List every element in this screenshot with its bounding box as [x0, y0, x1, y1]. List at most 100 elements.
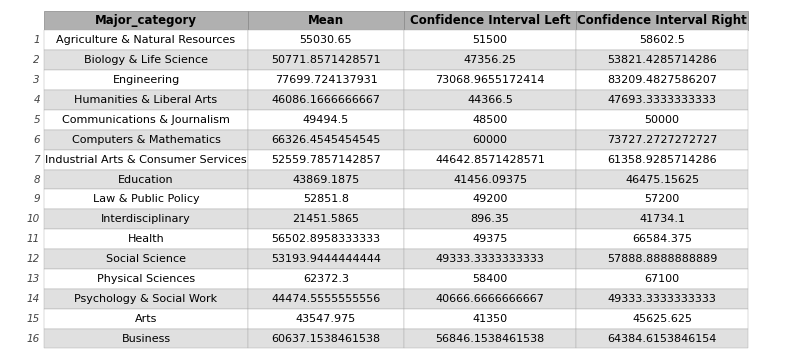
Text: 43547.975: 43547.975 — [296, 314, 356, 323]
FancyBboxPatch shape — [576, 70, 748, 90]
Text: 41456.09375: 41456.09375 — [453, 175, 527, 184]
Text: 3: 3 — [34, 75, 40, 85]
Text: Communications & Journalism: Communications & Journalism — [62, 115, 230, 125]
FancyBboxPatch shape — [44, 130, 248, 150]
FancyBboxPatch shape — [404, 229, 576, 249]
FancyBboxPatch shape — [248, 30, 404, 50]
Text: 10: 10 — [26, 214, 40, 224]
Text: 53193.9444444444: 53193.9444444444 — [271, 254, 381, 264]
Text: 53821.4285714286: 53821.4285714286 — [607, 55, 717, 65]
Text: 73727.2727272727: 73727.2727272727 — [607, 135, 717, 145]
Text: 48500: 48500 — [472, 115, 508, 125]
Text: 49494.5: 49494.5 — [303, 115, 349, 125]
FancyBboxPatch shape — [44, 70, 248, 90]
Text: 58400: 58400 — [472, 274, 508, 284]
Text: Health: Health — [128, 234, 164, 244]
FancyBboxPatch shape — [44, 30, 248, 50]
FancyBboxPatch shape — [576, 30, 748, 50]
FancyBboxPatch shape — [44, 249, 248, 269]
Text: 51500: 51500 — [473, 36, 507, 45]
Text: 40666.6666666667: 40666.6666666667 — [435, 294, 545, 304]
Text: 60000: 60000 — [473, 135, 507, 145]
FancyBboxPatch shape — [576, 11, 748, 30]
Text: 58602.5: 58602.5 — [639, 36, 685, 45]
Text: 49375: 49375 — [472, 234, 508, 244]
Text: Interdisciplinary: Interdisciplinary — [101, 214, 191, 224]
FancyBboxPatch shape — [248, 249, 404, 269]
FancyBboxPatch shape — [576, 130, 748, 150]
FancyBboxPatch shape — [404, 30, 576, 50]
Text: 14: 14 — [26, 294, 40, 304]
FancyBboxPatch shape — [248, 289, 404, 309]
FancyBboxPatch shape — [404, 50, 576, 70]
Text: 47693.3333333333: 47693.3333333333 — [607, 95, 717, 105]
Text: 57888.8888888889: 57888.8888888889 — [607, 254, 717, 264]
FancyBboxPatch shape — [576, 229, 748, 249]
Text: 49333.3333333333: 49333.3333333333 — [607, 294, 717, 304]
Text: 66584.375: 66584.375 — [632, 234, 692, 244]
FancyBboxPatch shape — [404, 309, 576, 329]
FancyBboxPatch shape — [576, 170, 748, 189]
Text: 2: 2 — [34, 55, 40, 65]
Text: 49200: 49200 — [472, 194, 508, 205]
FancyBboxPatch shape — [44, 189, 248, 209]
FancyBboxPatch shape — [44, 329, 248, 348]
Text: 896.35: 896.35 — [470, 214, 510, 224]
FancyBboxPatch shape — [248, 189, 404, 209]
Text: 43869.1875: 43869.1875 — [292, 175, 360, 184]
Text: 44642.8571428571: 44642.8571428571 — [435, 155, 545, 165]
Text: 60637.1538461538: 60637.1538461538 — [271, 334, 381, 344]
FancyBboxPatch shape — [248, 309, 404, 329]
FancyBboxPatch shape — [576, 189, 748, 209]
Text: 49333.3333333333: 49333.3333333333 — [435, 254, 545, 264]
Text: 62372.3: 62372.3 — [303, 274, 349, 284]
Text: 50000: 50000 — [645, 115, 679, 125]
Text: Confidence Interval Right: Confidence Interval Right — [577, 14, 747, 27]
FancyBboxPatch shape — [404, 269, 576, 289]
Text: 44366.5: 44366.5 — [467, 95, 513, 105]
FancyBboxPatch shape — [44, 229, 248, 249]
FancyBboxPatch shape — [248, 269, 404, 289]
Text: 5: 5 — [34, 115, 40, 125]
Text: Social Science: Social Science — [106, 254, 186, 264]
FancyBboxPatch shape — [44, 269, 248, 289]
Text: 6: 6 — [34, 135, 40, 145]
FancyBboxPatch shape — [576, 309, 748, 329]
Text: 4: 4 — [34, 95, 40, 105]
FancyBboxPatch shape — [576, 289, 748, 309]
FancyBboxPatch shape — [248, 229, 404, 249]
Text: 41350: 41350 — [473, 314, 507, 323]
FancyBboxPatch shape — [576, 50, 748, 70]
Text: 15: 15 — [26, 314, 40, 323]
FancyBboxPatch shape — [576, 249, 748, 269]
Text: 46086.1666666667: 46086.1666666667 — [271, 95, 381, 105]
FancyBboxPatch shape — [404, 150, 576, 170]
Text: 8: 8 — [34, 175, 40, 184]
Text: Physical Sciences: Physical Sciences — [97, 274, 195, 284]
Text: 73068.9655172414: 73068.9655172414 — [435, 75, 545, 85]
FancyBboxPatch shape — [44, 11, 248, 30]
Text: 67100: 67100 — [645, 274, 679, 284]
Text: 13: 13 — [26, 274, 40, 284]
FancyBboxPatch shape — [576, 90, 748, 110]
Text: Biology & Life Science: Biology & Life Science — [84, 55, 208, 65]
FancyBboxPatch shape — [404, 170, 576, 189]
FancyBboxPatch shape — [404, 189, 576, 209]
Text: Mean: Mean — [308, 14, 344, 27]
FancyBboxPatch shape — [248, 150, 404, 170]
Text: 52851.8: 52851.8 — [303, 194, 349, 205]
FancyBboxPatch shape — [248, 130, 404, 150]
Text: 56502.8958333333: 56502.8958333333 — [271, 234, 381, 244]
FancyBboxPatch shape — [248, 110, 404, 130]
Text: Agriculture & Natural Resources: Agriculture & Natural Resources — [57, 36, 235, 45]
Text: 50771.8571428571: 50771.8571428571 — [271, 55, 381, 65]
FancyBboxPatch shape — [248, 90, 404, 110]
FancyBboxPatch shape — [248, 70, 404, 90]
Text: 61358.9285714286: 61358.9285714286 — [607, 155, 717, 165]
Text: 12: 12 — [26, 254, 40, 264]
FancyBboxPatch shape — [576, 209, 748, 229]
FancyBboxPatch shape — [404, 70, 576, 90]
FancyBboxPatch shape — [404, 90, 576, 110]
FancyBboxPatch shape — [248, 329, 404, 348]
Text: 64384.6153846154: 64384.6153846154 — [607, 334, 717, 344]
